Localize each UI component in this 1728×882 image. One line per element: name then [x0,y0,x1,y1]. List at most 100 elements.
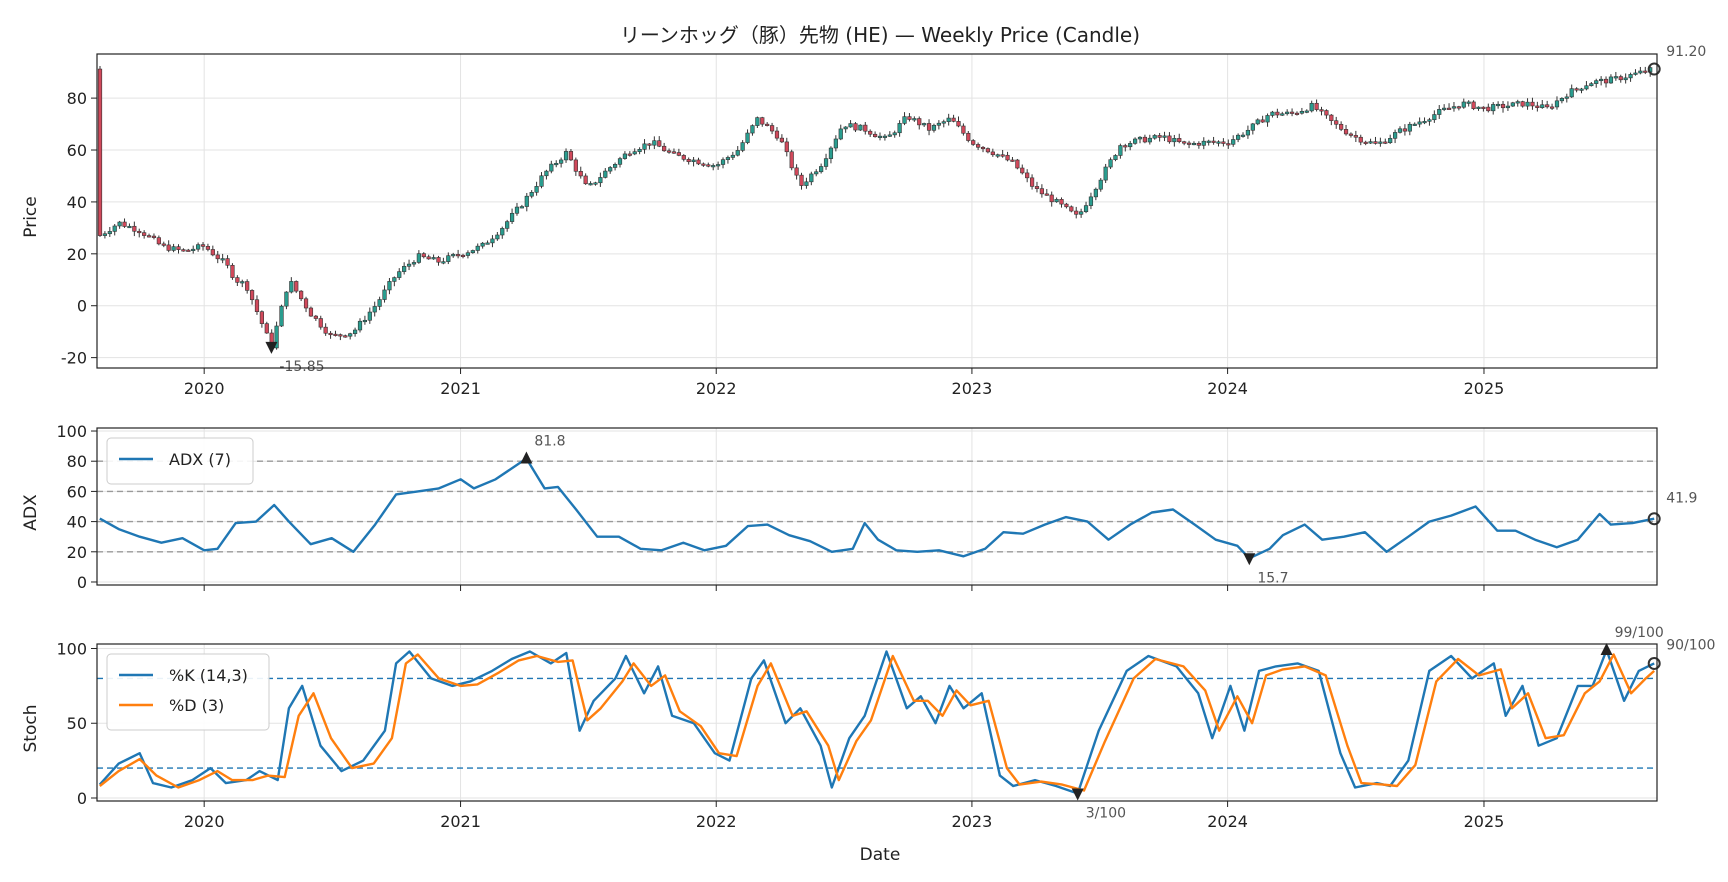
candle-body [691,159,696,163]
candle-body [1491,104,1496,112]
candle-body [765,123,770,126]
candle-body [1191,142,1197,146]
candle-body [976,144,981,148]
candle-body [946,117,951,122]
candle-body [1618,76,1623,81]
candle-body [1545,104,1550,108]
candle-body [191,248,196,252]
candle-body [1240,134,1246,137]
candle-body [971,140,976,145]
x-tick-label: 2023 [952,379,993,398]
candle-body [671,151,677,154]
candle-body [814,171,819,175]
candle-body [676,152,681,156]
candle-body [1079,211,1084,215]
candle-body [1339,123,1344,130]
candle-body [240,281,245,284]
y-axis-label: Price [21,196,41,237]
y-tick-label: 40 [67,193,87,212]
x-tick-label: 2023 [952,812,993,831]
x-tick-label: 2022 [696,812,737,831]
candle-body [151,235,157,238]
candle-body [858,124,863,131]
candle-body [1044,193,1049,196]
candle-body [318,318,323,328]
candle-body [877,135,883,138]
candle-body [303,298,309,309]
candle-body [313,315,318,319]
candle-body [1456,106,1461,109]
candle-body [828,147,834,159]
candle-body [1201,140,1206,146]
candle-body [1535,105,1540,108]
candle-body [259,311,264,324]
candle-body [382,289,387,300]
y-tick-label: 100 [56,639,87,658]
candle-body [922,123,927,126]
candle-body [1098,179,1103,190]
candle-body [632,151,637,155]
candle-body [843,126,848,130]
candle-body [563,151,569,161]
candle-body [1329,114,1334,121]
candle-body [446,255,451,262]
candle-body [166,244,171,251]
candle-body [1613,76,1618,79]
candle-body [1177,138,1182,143]
candle-body [402,265,407,272]
y-tick-label: 0 [77,573,87,592]
candle-body [1407,123,1412,132]
candle-body [1005,154,1010,161]
candle-body [598,177,603,184]
candle-body [966,132,971,141]
candle-body [1034,186,1040,189]
candle-body [1182,141,1187,144]
candle-body [1255,119,1260,125]
candle-body [97,68,103,236]
candle-body [397,271,402,278]
candle-body [1304,110,1309,113]
candle-body [760,117,765,125]
candle-body [573,159,578,172]
candle-body [583,175,588,185]
candle-body [956,121,961,127]
candle-body [495,234,500,240]
candle-body [863,124,868,132]
max-marker [1600,642,1613,655]
candle-body [1638,70,1643,74]
candle-body [1628,74,1633,79]
candle-body [333,333,338,336]
min-marker [1243,553,1256,566]
candle-body [1319,109,1324,112]
adx-panel: 0 20 40 60 80 100 ADX ADX (7) 81.8 15.7 41.9 [21,422,1697,592]
candle-body [794,167,799,176]
candle-body [769,125,775,132]
candle-body [1025,172,1030,179]
candle-body [833,138,838,149]
candle-body [372,306,377,313]
candle-body [112,225,117,232]
candle-body [622,153,628,159]
candle-body [460,254,466,258]
candle-body [1088,196,1094,206]
candle-body [1623,77,1628,81]
candle-body [931,124,937,131]
candle-body [1353,135,1358,138]
candle-body [1358,136,1363,143]
candle-body [1236,134,1241,140]
candle-body [1196,142,1201,146]
candle-body [1461,101,1466,108]
candle-body [519,206,524,209]
candle-body [343,335,348,338]
candle-body [985,148,991,153]
candle-body [1525,101,1530,107]
y-axis-label: Stoch [21,705,41,753]
candle-body [475,245,480,251]
candle-body [716,164,721,167]
candle-body [1559,98,1564,102]
candle-body [1132,138,1138,144]
candle-body [1152,135,1157,139]
candle-body [799,174,804,186]
candle-body [367,311,372,321]
